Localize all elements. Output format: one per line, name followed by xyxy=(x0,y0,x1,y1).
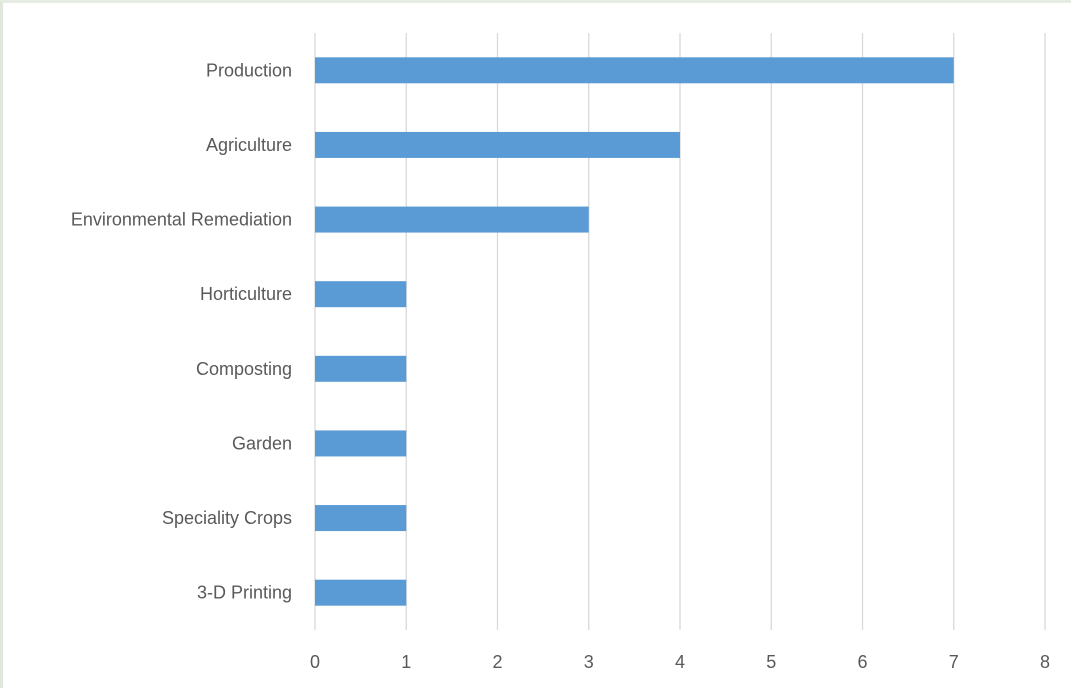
bar xyxy=(315,57,954,84)
category-label: 3-D Printing xyxy=(197,583,292,603)
category-labels: Production Agriculture Environmental Remed… xyxy=(71,60,292,602)
category-label: Agriculture xyxy=(206,135,292,155)
bar xyxy=(315,579,407,606)
bar xyxy=(315,430,407,457)
bars xyxy=(315,57,954,606)
x-tick-label: 0 xyxy=(310,652,320,672)
category-label: Speciality Crops xyxy=(162,508,292,528)
x-tick-label: 5 xyxy=(766,652,776,672)
category-label: Horticulture xyxy=(200,284,292,304)
x-tick-label: 1 xyxy=(401,652,411,672)
category-label: Environmental Remediation xyxy=(71,210,292,230)
x-tick-label: 2 xyxy=(492,652,502,672)
category-label: Composting xyxy=(196,359,292,379)
x-tick-label: 8 xyxy=(1040,652,1050,672)
x-tick-label: 6 xyxy=(857,652,867,672)
x-tick-label: 3 xyxy=(584,652,594,672)
bar xyxy=(315,355,407,382)
x-tick-label: 4 xyxy=(675,652,685,672)
bar xyxy=(315,206,589,233)
x-tick-label: 7 xyxy=(949,652,959,672)
x-tick-labels: 0 1 2 3 4 5 6 7 8 xyxy=(310,652,1050,672)
bar xyxy=(315,131,680,158)
bar xyxy=(315,505,407,532)
category-label: Garden xyxy=(232,433,292,453)
category-label: Production xyxy=(206,60,292,80)
bar xyxy=(315,281,407,308)
gridlines xyxy=(314,33,1046,630)
